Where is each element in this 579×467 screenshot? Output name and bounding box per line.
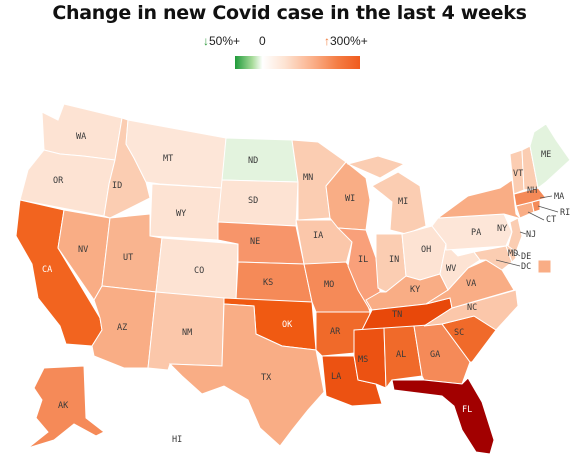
state-mi-up[interactable] xyxy=(346,155,406,179)
state-me[interactable] xyxy=(529,123,571,189)
label-ct: CT xyxy=(546,215,556,225)
label-wa: WA xyxy=(76,132,86,142)
label-ar: AR xyxy=(330,327,341,337)
state-fl[interactable] xyxy=(391,377,495,455)
label-me: ME xyxy=(541,150,551,160)
label-va: VA xyxy=(466,279,476,289)
state-labels: WA OR CA NV ID MT WY UT AZ CO NM ND SD N… xyxy=(42,132,570,445)
legend-zero-label: 0 xyxy=(259,34,266,48)
label-ma: MA xyxy=(554,192,564,202)
label-nh: NH xyxy=(527,186,537,196)
state-ks[interactable] xyxy=(235,261,313,303)
label-co: CO xyxy=(194,266,204,276)
label-ok: OK xyxy=(282,320,293,330)
label-ky: KY xyxy=(410,285,420,295)
label-wi: WI xyxy=(345,194,355,204)
label-tn: TN xyxy=(392,310,402,320)
label-sd: SD xyxy=(248,196,258,206)
label-mi: MI xyxy=(398,197,408,207)
label-nm: NM xyxy=(182,328,192,338)
leader-lines xyxy=(495,195,559,267)
label-az: AZ xyxy=(117,323,127,333)
label-ks: KS xyxy=(263,278,273,288)
map-title: Change in new Covid case in the last 4 w… xyxy=(52,2,527,24)
label-ny: NY xyxy=(497,224,507,234)
legend-color-scale xyxy=(235,56,360,69)
label-nj: NJ xyxy=(526,230,536,240)
label-ms: MS xyxy=(358,355,368,365)
label-nd: ND xyxy=(248,156,258,166)
label-ia: IA xyxy=(313,231,323,241)
label-vt: VT xyxy=(513,169,523,179)
state-hi[interactable] xyxy=(156,431,191,455)
label-nv: NV xyxy=(78,245,88,255)
label-nc: NC xyxy=(467,303,477,313)
label-ak: AK xyxy=(58,401,69,411)
label-ga: GA xyxy=(430,350,440,360)
label-de: DE xyxy=(521,252,531,262)
label-ri: RI xyxy=(560,208,570,218)
label-wv: WV xyxy=(446,264,456,274)
label-sc: SC xyxy=(454,328,464,338)
state-ak[interactable] xyxy=(27,365,105,449)
legend: ↓50%+ 0 ↑300%+ xyxy=(0,34,579,74)
label-hi: HI xyxy=(172,435,182,445)
state-dc-swatch[interactable] xyxy=(537,259,552,274)
label-mt: MT xyxy=(163,154,173,164)
label-tx: TX xyxy=(261,373,272,383)
label-or: OR xyxy=(53,176,64,186)
label-md: MD xyxy=(508,249,518,259)
label-mo: MO xyxy=(324,280,334,290)
label-oh: OH xyxy=(421,245,431,255)
label-ut: UT xyxy=(123,253,133,263)
label-pa: PA xyxy=(471,228,481,238)
state-ny[interactable] xyxy=(436,179,523,221)
label-il: IL xyxy=(358,255,368,265)
legend-low-label: ↓50%+ xyxy=(203,34,241,48)
state-il[interactable] xyxy=(336,227,381,311)
state-al[interactable] xyxy=(383,325,423,390)
arrow-up-icon: ↑ xyxy=(324,34,330,48)
label-fl: FL xyxy=(462,405,472,415)
label-la: LA xyxy=(331,372,341,382)
label-dc: DC xyxy=(521,262,531,272)
label-wy: WY xyxy=(176,209,186,219)
label-in: IN xyxy=(389,255,399,265)
arrow-down-icon: ↓ xyxy=(203,34,209,48)
label-al: AL xyxy=(396,350,406,360)
label-id: ID xyxy=(112,181,122,191)
label-ca: CA xyxy=(42,265,52,275)
label-ne: NE xyxy=(250,237,260,247)
state-tx[interactable] xyxy=(168,303,325,447)
state-nd[interactable] xyxy=(221,137,299,183)
legend-high-label: ↑300%+ xyxy=(324,34,368,48)
label-mn: MN xyxy=(303,173,313,183)
